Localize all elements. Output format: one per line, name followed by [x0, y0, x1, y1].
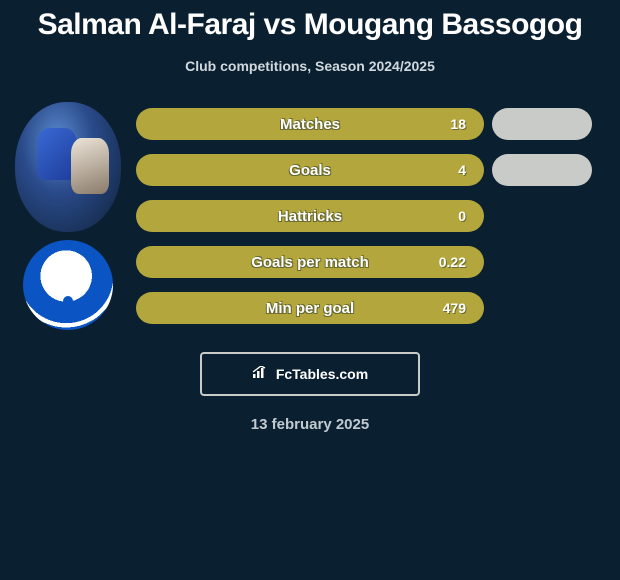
- stat-label: Min per goal: [266, 300, 354, 317]
- stat-value: 0: [458, 208, 466, 224]
- stat-bar-gpm: Goals per match 0.22: [136, 246, 484, 278]
- stat-value: 479: [443, 300, 466, 316]
- stat-label: Hattricks: [278, 208, 342, 225]
- stat-bar-goals: Goals 4: [136, 154, 484, 186]
- stat-label: Matches: [280, 116, 340, 133]
- stat-bar-hattricks: Hattricks 0: [136, 200, 484, 232]
- date-text: 13 february 2025: [251, 416, 369, 433]
- left-player-column: [8, 102, 128, 330]
- stat-bar-matches: Matches 18: [136, 108, 484, 140]
- comparison-area: Matches 18 Goals 4 Hattricks 0 Goals per…: [0, 102, 620, 330]
- stat-value: 18: [450, 116, 466, 132]
- attribution-box: FcTables.com: [200, 352, 420, 396]
- stat-label: Goals per match: [251, 254, 369, 271]
- chart-icon: [252, 366, 270, 382]
- page-title: Salman Al-Faraj vs Mougang Bassogog: [38, 8, 583, 42]
- stat-value: 0.22: [439, 254, 466, 270]
- club-badge: [23, 240, 113, 330]
- stat-label: Goals: [289, 162, 331, 179]
- right-pill-matches: [492, 108, 592, 140]
- attribution-text: FcTables.com: [276, 366, 368, 382]
- stat-value: 4: [458, 162, 466, 178]
- right-player-column: [492, 108, 612, 330]
- right-pill-goals: [492, 154, 592, 186]
- subtitle: Club competitions, Season 2024/2025: [185, 58, 435, 74]
- stat-bars: Matches 18 Goals 4 Hattricks 0 Goals per…: [136, 108, 484, 330]
- player-avatar: [15, 102, 121, 232]
- stat-bar-mpg: Min per goal 479: [136, 292, 484, 324]
